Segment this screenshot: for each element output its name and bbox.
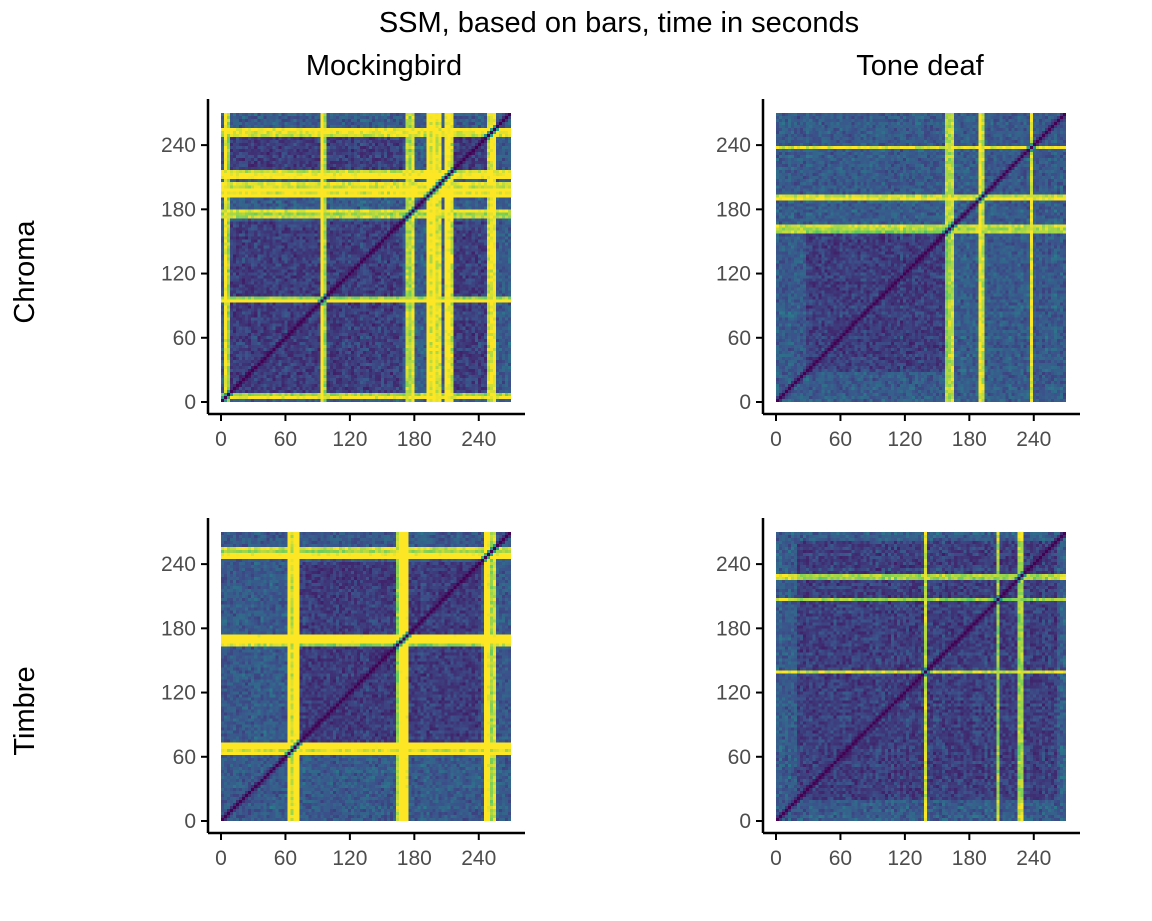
x-tick-label: 0 [215, 847, 227, 870]
y-tick-label: 120 [161, 682, 196, 705]
x-tick-label: 60 [274, 847, 297, 870]
x-tick-label: 60 [274, 428, 297, 451]
y-tick-label: 240 [716, 553, 751, 576]
heatmap-timbre-tone-deaf [776, 532, 1066, 821]
heatmap-chroma-tone-deaf [776, 113, 1066, 402]
x-tick-label: 180 [952, 428, 987, 451]
y-tick-label: 180 [716, 198, 751, 221]
y-tick-label: 180 [716, 617, 751, 640]
y-tick-label: 0 [739, 810, 751, 833]
x-tick-label: 180 [952, 847, 987, 870]
panel-axes-chroma-mockingbird: 0 60 120 180 240 0 60 120 180 240 [161, 99, 525, 451]
y-tick-label: 0 [739, 391, 751, 414]
y-tick-label: 120 [716, 682, 751, 705]
y-tick-label: 0 [184, 810, 196, 833]
x-tick-label: 120 [887, 847, 922, 870]
y-tick-label: 60 [173, 327, 196, 350]
column-label-mockingbird: Mockingbird [306, 50, 462, 82]
panel-axes-timbre-tone-deaf: 0 60 120 180 240 0 60 120 180 240 [716, 518, 1080, 870]
x-tick-label: 0 [770, 847, 782, 870]
x-tick-label: 240 [1016, 428, 1051, 451]
y-tick-label: 240 [161, 134, 196, 157]
x-tick-label: 0 [770, 428, 782, 451]
y-tick-label: 60 [728, 746, 751, 769]
y-tick-label: 240 [716, 134, 751, 157]
y-tick-label: 120 [716, 263, 751, 286]
x-tick-label: 180 [397, 847, 432, 870]
x-tick-label: 120 [332, 428, 367, 451]
y-tick-label: 0 [184, 391, 196, 414]
panel-axes-chroma-tone-deaf: 0 60 120 180 240 0 60 120 180 240 [716, 99, 1080, 451]
y-tick-label: 240 [161, 553, 196, 576]
heatmap-timbre-mockingbird [221, 532, 511, 821]
x-tick-label: 180 [397, 428, 432, 451]
x-tick-label: 240 [461, 847, 496, 870]
column-label-tone-deaf: Tone deaf [856, 50, 984, 82]
x-tick-label: 60 [829, 428, 852, 451]
y-tick-label: 180 [161, 198, 196, 221]
row-label-timbre: Timbre [9, 666, 41, 755]
figure-title: SSM, based on bars, time in seconds [379, 7, 859, 39]
axes-layer: 0 60 120 180 240 0 60 120 180 240 0 60 120 180 240 0 60 1… [161, 99, 1080, 870]
row-label-chroma: Chroma [9, 220, 41, 324]
heatmap-chroma-mockingbird [221, 113, 511, 402]
x-tick-label: 120 [887, 428, 922, 451]
y-tick-label: 120 [161, 263, 196, 286]
x-tick-label: 240 [1016, 847, 1051, 870]
y-tick-label: 60 [173, 746, 196, 769]
x-tick-label: 60 [829, 847, 852, 870]
x-tick-label: 0 [215, 428, 227, 451]
y-tick-label: 180 [161, 617, 196, 640]
x-tick-label: 240 [461, 428, 496, 451]
x-tick-label: 120 [332, 847, 367, 870]
panel-axes-timbre-mockingbird: 0 60 120 180 240 0 60 120 180 240 [161, 518, 525, 870]
y-tick-label: 60 [728, 327, 751, 350]
